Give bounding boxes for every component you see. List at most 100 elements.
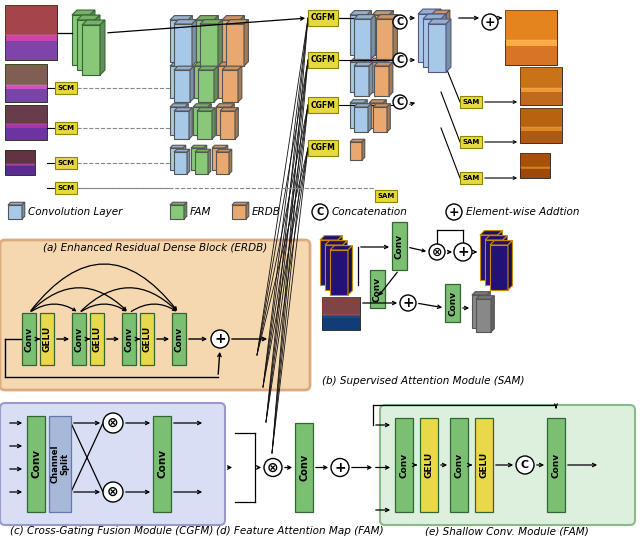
Text: Conv: Conv (399, 452, 408, 478)
Polygon shape (95, 15, 100, 70)
Bar (140, 313, 154, 365)
Polygon shape (100, 20, 105, 75)
Bar (520, 153, 550, 178)
Circle shape (211, 330, 229, 348)
Bar (505, 10, 557, 65)
Polygon shape (188, 16, 193, 62)
Bar (308, 52, 338, 68)
Bar (450, 418, 468, 512)
Text: C: C (316, 207, 324, 217)
Polygon shape (222, 16, 244, 20)
Circle shape (393, 15, 407, 29)
Polygon shape (231, 103, 234, 135)
Text: Conv: Conv (552, 452, 561, 478)
Polygon shape (212, 148, 225, 170)
Polygon shape (197, 111, 212, 139)
Bar (520, 67, 562, 105)
Text: +: + (214, 332, 226, 346)
Polygon shape (222, 20, 240, 62)
Text: Conv: Conv (448, 291, 457, 316)
Bar (5, 41, 57, 60)
Text: Conv: Conv (31, 450, 41, 479)
Polygon shape (348, 245, 353, 295)
Polygon shape (208, 103, 211, 135)
Polygon shape (476, 296, 494, 299)
Polygon shape (77, 15, 100, 20)
Bar (395, 418, 413, 512)
Polygon shape (362, 139, 365, 160)
Polygon shape (234, 62, 238, 98)
Polygon shape (418, 9, 441, 14)
Polygon shape (198, 70, 214, 102)
Text: +: + (484, 16, 495, 28)
Polygon shape (389, 62, 393, 96)
Polygon shape (487, 292, 490, 328)
Polygon shape (428, 19, 451, 24)
Polygon shape (369, 103, 383, 128)
Polygon shape (350, 142, 362, 160)
Polygon shape (343, 241, 348, 290)
Bar (90, 313, 104, 365)
Polygon shape (170, 205, 184, 219)
Polygon shape (174, 24, 192, 66)
Polygon shape (423, 19, 441, 67)
Polygon shape (320, 240, 338, 285)
Text: C: C (396, 55, 404, 65)
Text: SCM: SCM (58, 185, 74, 191)
Text: CGFM: CGFM (310, 144, 335, 153)
Polygon shape (82, 20, 105, 25)
Polygon shape (436, 9, 441, 62)
Polygon shape (210, 62, 214, 98)
Polygon shape (244, 20, 248, 66)
Polygon shape (174, 108, 192, 111)
Text: C: C (396, 97, 404, 107)
Bar (475, 418, 493, 512)
Polygon shape (170, 103, 188, 107)
Bar (295, 423, 313, 512)
Polygon shape (480, 235, 498, 280)
Polygon shape (372, 11, 394, 15)
Polygon shape (428, 24, 446, 72)
Polygon shape (82, 25, 100, 75)
Polygon shape (432, 10, 450, 14)
Polygon shape (370, 58, 389, 62)
Polygon shape (371, 14, 376, 59)
Circle shape (312, 204, 328, 220)
Polygon shape (354, 14, 376, 19)
Bar (5, 88, 47, 102)
Polygon shape (170, 107, 185, 135)
Text: CGFM: CGFM (310, 13, 335, 23)
Text: Conv: Conv (373, 277, 382, 302)
Bar (370, 270, 385, 308)
Text: ⊗: ⊗ (267, 460, 279, 474)
Text: SAM: SAM (462, 139, 479, 145)
Bar (520, 169, 550, 178)
Polygon shape (222, 66, 242, 70)
Polygon shape (365, 58, 369, 92)
Polygon shape (364, 100, 367, 128)
Polygon shape (214, 16, 218, 62)
Bar (460, 96, 482, 108)
Polygon shape (170, 148, 183, 170)
Polygon shape (8, 202, 25, 205)
FancyBboxPatch shape (0, 240, 310, 390)
Text: SCM: SCM (58, 85, 74, 91)
Polygon shape (369, 62, 373, 96)
Text: +: + (334, 460, 346, 474)
Bar (49, 416, 71, 512)
Text: GELU: GELU (42, 326, 51, 352)
Bar (22, 313, 36, 365)
Polygon shape (198, 66, 218, 70)
Polygon shape (216, 103, 234, 107)
Bar (308, 10, 338, 26)
Bar (308, 140, 338, 156)
Polygon shape (232, 202, 249, 205)
Text: SAM: SAM (462, 175, 479, 181)
Polygon shape (490, 245, 508, 290)
Polygon shape (232, 205, 246, 219)
Polygon shape (197, 108, 215, 111)
Polygon shape (8, 205, 22, 219)
Circle shape (446, 204, 462, 220)
Bar (520, 92, 562, 105)
Polygon shape (350, 15, 367, 55)
